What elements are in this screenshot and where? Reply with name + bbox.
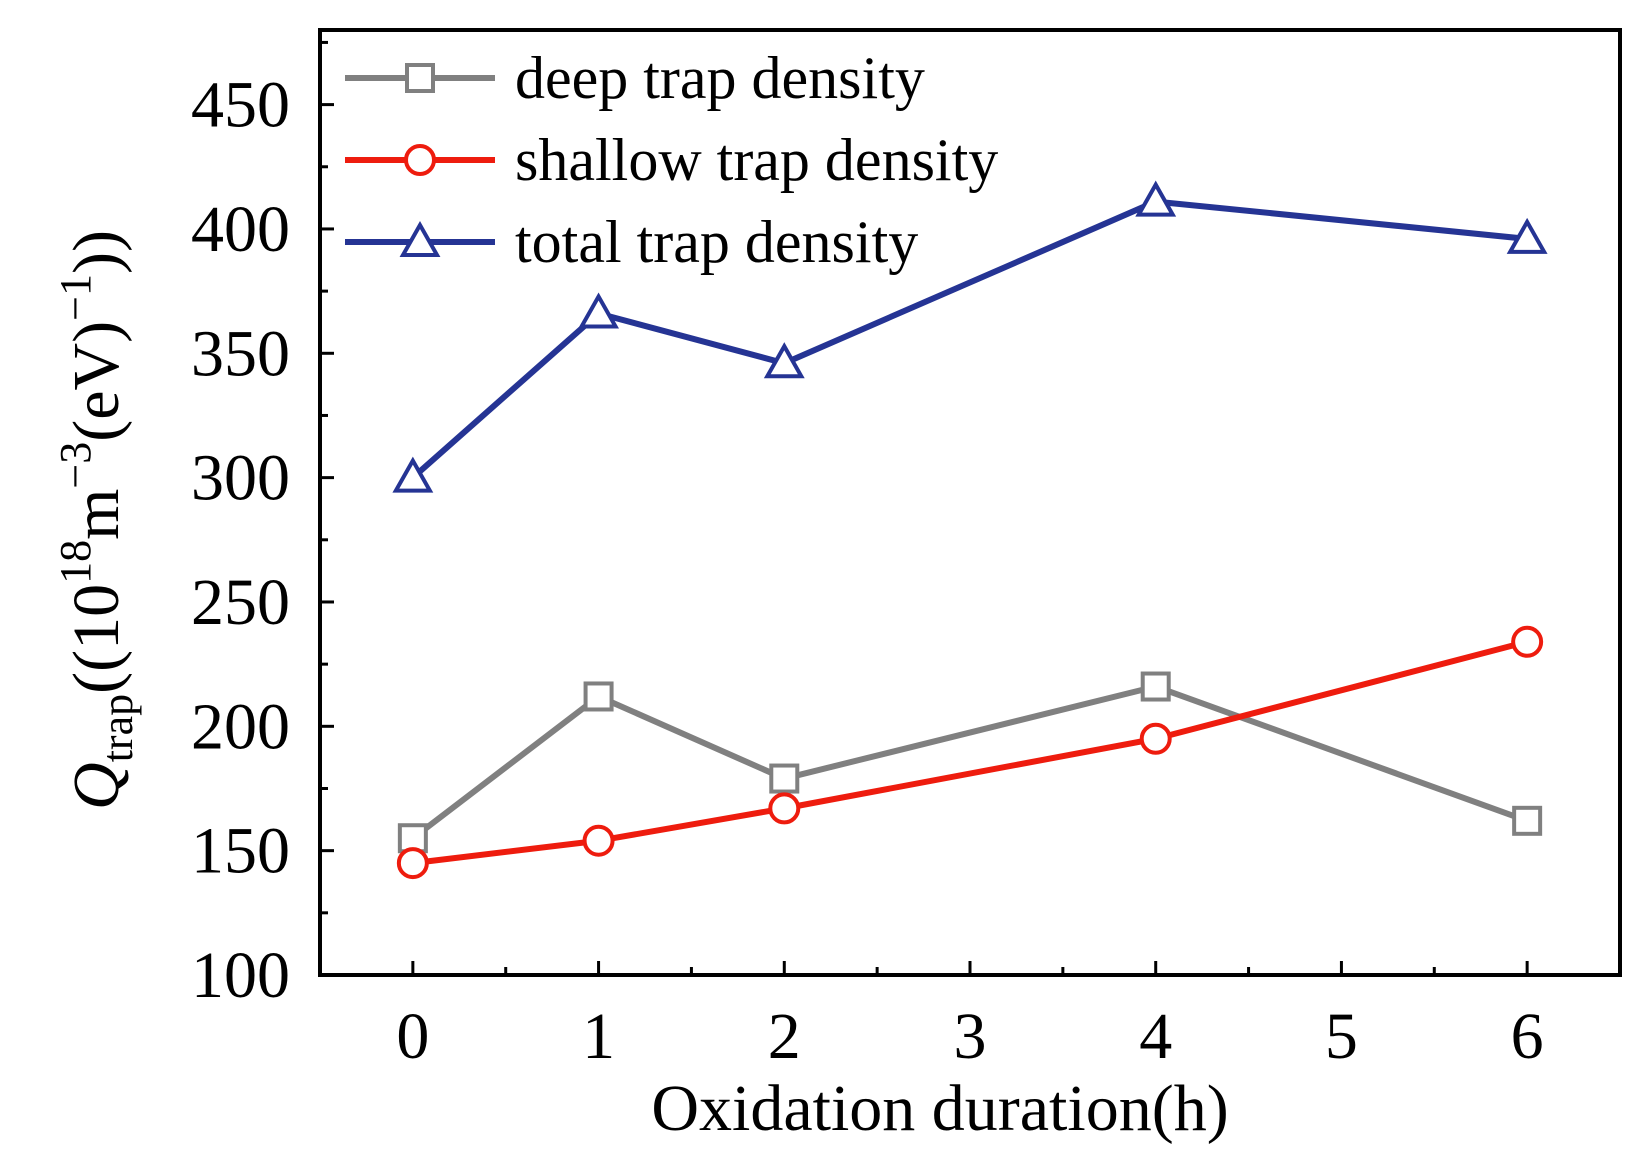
series-deep-trap-density	[397, 671, 1543, 854]
y-axis-exp1: 18	[51, 540, 100, 584]
y-tick-label: 350	[191, 317, 290, 390]
series-line	[411, 683, 1529, 841]
x-axis-ticks: 0 1 2 3 4 5 6	[396, 961, 1544, 1073]
data-point-triangle	[763, 342, 805, 379]
series-shallow-trap-density	[396, 625, 1544, 880]
x-tick-label: 4	[1139, 1000, 1172, 1073]
data-point-triangle	[1135, 180, 1177, 217]
y-tick-label: 200	[191, 690, 290, 763]
data-point-circle	[396, 847, 429, 880]
series-line	[412, 638, 1528, 867]
y-axis-unit-mid2: (eV)	[60, 321, 133, 442]
y-axis-subscript: trap	[93, 694, 142, 762]
legend-item: shallow trap density	[345, 127, 998, 193]
data-point-triangle	[1506, 217, 1548, 254]
data-point-square	[1512, 805, 1543, 836]
x-axis-title: Oxidation duration(h)	[651, 1072, 1228, 1145]
data-point-circle	[1139, 722, 1172, 755]
y-tick-label: 300	[191, 442, 290, 515]
legend-item: deep trap density	[345, 45, 925, 111]
data-point-circle	[768, 792, 801, 825]
y-tick-label: 150	[191, 815, 290, 888]
data-point-triangle	[578, 292, 620, 329]
y-axis-title: Qtrap((1018m−3(eV)−1))	[51, 230, 142, 810]
legend: deep trap density shallow trap density tot…	[345, 45, 998, 275]
y-tick-label: 100	[191, 939, 290, 1012]
data-point-square	[769, 763, 800, 794]
data-point-square	[397, 823, 428, 854]
series-layer	[392, 180, 1548, 880]
y-axis-ticks: 100 150 200 250 300 350 400 450	[191, 40, 334, 1012]
y-axis-symbol: Q	[60, 762, 133, 810]
y-axis-unit-close: ))	[60, 230, 133, 274]
svg-text:Qtrap((1018m−3(eV)−1)): Qtrap((1018m−3(eV)−1))	[51, 230, 142, 810]
data-point-square	[1140, 671, 1171, 702]
y-axis-unit-mid: m	[60, 489, 133, 540]
data-point-triangle	[392, 456, 434, 493]
x-tick-label: 1	[582, 1000, 615, 1073]
legend-item: total trap density	[345, 209, 918, 275]
x-tick-label: 0	[396, 1000, 429, 1073]
x-tick-label: 6	[1511, 1000, 1544, 1073]
data-point-circle	[1511, 625, 1544, 658]
y-axis-exp3: −1	[51, 274, 100, 321]
y-axis-unit-open: ((10	[60, 584, 133, 694]
series-total-trap-density	[392, 180, 1548, 493]
y-axis-exp2: −3	[51, 442, 100, 489]
legend-label: shallow trap density	[515, 127, 998, 193]
y-tick-label: 400	[191, 193, 290, 266]
legend-label: total trap density	[515, 209, 918, 275]
legend-label: deep trap density	[515, 45, 925, 111]
legend-marker-circle	[404, 144, 436, 176]
legend-marker-triangle	[399, 220, 441, 257]
x-tick-label: 5	[1325, 1000, 1358, 1073]
x-tick-label: 3	[954, 1000, 987, 1073]
y-tick-label: 250	[191, 566, 290, 639]
legend-marker-square	[405, 63, 435, 93]
data-point-circle	[582, 824, 615, 857]
data-point-square	[583, 681, 614, 712]
x-tick-label: 2	[768, 1000, 801, 1073]
y-tick-label: 450	[191, 69, 290, 142]
